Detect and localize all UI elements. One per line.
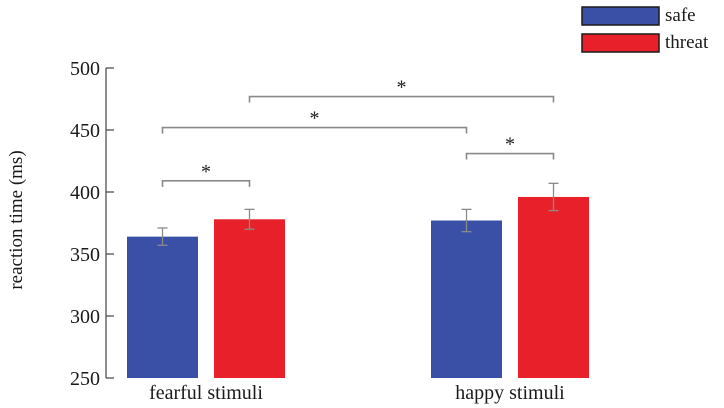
y-tick-label: 250 <box>70 368 100 390</box>
y-tick-label: 300 <box>70 306 100 328</box>
significance-star: * <box>310 108 320 130</box>
significance-bracket <box>161 180 251 187</box>
significance-bracket <box>248 95 555 103</box>
significance-brackets: * * * * <box>161 77 555 187</box>
legend-swatch-safe <box>581 6 660 26</box>
bar-0-1 <box>431 220 502 378</box>
x-category-label: fearful stimuli <box>149 382 263 404</box>
legend-swatch-threat <box>581 33 660 53</box>
legend-label: safe <box>665 5 696 26</box>
bar-1-1 <box>518 196 589 378</box>
legend-label: threat <box>665 32 709 53</box>
y-axis-label: reaction time (ms) <box>6 150 27 289</box>
bar-1-0 <box>214 219 285 378</box>
y-tick-label: 500 <box>70 58 100 80</box>
axes: 250 300 350 400 450 500 fearful stimuli happy s… <box>70 58 565 404</box>
y-tick-label: 450 <box>70 120 100 142</box>
significance-bracket <box>465 152 555 160</box>
y-tick-label: 350 <box>70 244 100 266</box>
y-tick-label: 400 <box>70 182 100 204</box>
significance-bracket <box>161 126 468 134</box>
legend: safe threat <box>581 5 709 53</box>
bar-0-0 <box>127 236 198 378</box>
x-category-label: happy stimuli <box>455 382 565 404</box>
significance-star: * <box>505 134 515 156</box>
significance-star: * <box>201 161 211 183</box>
significance-star: * <box>397 77 407 99</box>
bars <box>127 182 589 378</box>
